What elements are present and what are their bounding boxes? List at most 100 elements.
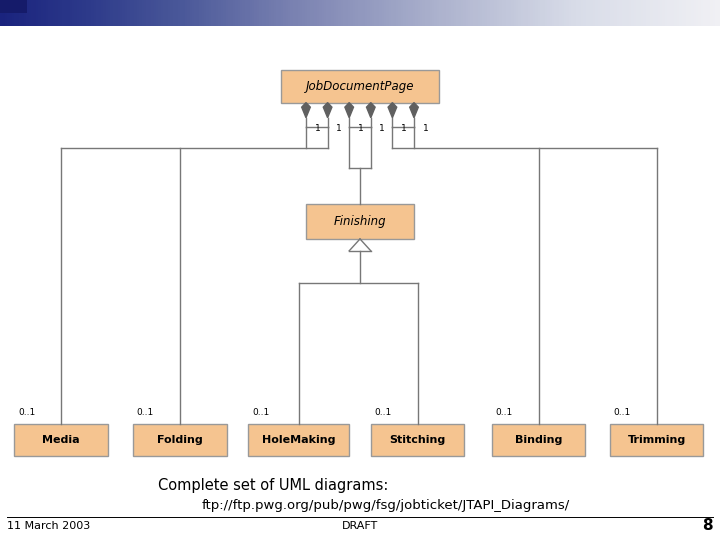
Bar: [223, 0, 225, 26]
Bar: [420, 0, 423, 26]
Bar: [439, 0, 441, 26]
Text: 8: 8: [702, 518, 713, 534]
Bar: [482, 0, 485, 26]
Bar: [547, 0, 549, 26]
Bar: [470, 0, 473, 26]
Bar: [70, 0, 72, 26]
Bar: [279, 0, 281, 26]
Polygon shape: [345, 103, 354, 118]
Text: JobDocumentPage: JobDocumentPage: [306, 80, 414, 93]
Bar: [31, 0, 34, 26]
Bar: [353, 0, 355, 26]
FancyBboxPatch shape: [492, 424, 585, 456]
Bar: [614, 0, 617, 26]
Bar: [329, 0, 331, 26]
Bar: [302, 0, 305, 26]
Bar: [497, 0, 499, 26]
Bar: [86, 0, 89, 26]
Bar: [216, 0, 218, 26]
Bar: [74, 0, 77, 26]
Bar: [132, 0, 135, 26]
Bar: [667, 0, 670, 26]
Text: Stitching: Stitching: [390, 435, 446, 445]
Bar: [513, 0, 516, 26]
Bar: [367, 0, 369, 26]
Bar: [243, 0, 245, 26]
Bar: [338, 0, 341, 26]
Bar: [322, 0, 324, 26]
Bar: [643, 0, 646, 26]
Bar: [631, 0, 634, 26]
Bar: [346, 0, 348, 26]
Bar: [65, 0, 67, 26]
Bar: [657, 0, 660, 26]
Bar: [135, 0, 137, 26]
Bar: [425, 0, 427, 26]
Bar: [94, 0, 96, 26]
Bar: [250, 0, 252, 26]
Bar: [403, 0, 405, 26]
Text: Complete set of UML diagrams:: Complete set of UML diagrams:: [158, 478, 389, 493]
Bar: [178, 0, 180, 26]
Bar: [708, 0, 711, 26]
Bar: [36, 0, 38, 26]
Bar: [372, 0, 374, 26]
Bar: [554, 0, 557, 26]
Text: 1: 1: [401, 124, 407, 133]
Bar: [437, 0, 439, 26]
Bar: [415, 0, 418, 26]
Bar: [398, 0, 401, 26]
Bar: [158, 0, 161, 26]
Bar: [677, 0, 679, 26]
Bar: [655, 0, 657, 26]
Bar: [430, 0, 432, 26]
Bar: [557, 0, 559, 26]
Bar: [34, 0, 36, 26]
Bar: [297, 0, 300, 26]
Bar: [199, 0, 202, 26]
Polygon shape: [366, 103, 375, 118]
Bar: [538, 0, 540, 26]
Bar: [408, 0, 410, 26]
Bar: [269, 0, 271, 26]
Bar: [12, 0, 14, 26]
Bar: [662, 0, 665, 26]
Bar: [312, 0, 315, 26]
Bar: [703, 0, 706, 26]
Bar: [137, 0, 139, 26]
Bar: [693, 0, 696, 26]
FancyBboxPatch shape: [14, 424, 108, 456]
Text: 0..1: 0..1: [495, 408, 513, 417]
Bar: [99, 0, 101, 26]
Bar: [274, 0, 276, 26]
Bar: [621, 0, 624, 26]
Bar: [559, 0, 562, 26]
Text: 1: 1: [423, 124, 428, 133]
Bar: [264, 0, 266, 26]
Bar: [691, 0, 693, 26]
Bar: [53, 0, 55, 26]
Text: 0..1: 0..1: [374, 408, 392, 417]
Bar: [634, 0, 636, 26]
Bar: [202, 0, 204, 26]
Bar: [351, 0, 353, 26]
Bar: [713, 0, 715, 26]
Bar: [401, 0, 403, 26]
Bar: [341, 0, 343, 26]
Polygon shape: [410, 103, 418, 118]
Bar: [50, 0, 53, 26]
Bar: [194, 0, 197, 26]
Bar: [641, 0, 643, 26]
Bar: [665, 0, 667, 26]
Bar: [684, 0, 686, 26]
Bar: [653, 0, 655, 26]
Bar: [626, 0, 629, 26]
Bar: [235, 0, 238, 26]
Bar: [221, 0, 223, 26]
Bar: [595, 0, 598, 26]
FancyBboxPatch shape: [281, 70, 439, 103]
Bar: [153, 0, 156, 26]
FancyBboxPatch shape: [306, 204, 414, 239]
Bar: [480, 0, 482, 26]
Bar: [55, 0, 58, 26]
